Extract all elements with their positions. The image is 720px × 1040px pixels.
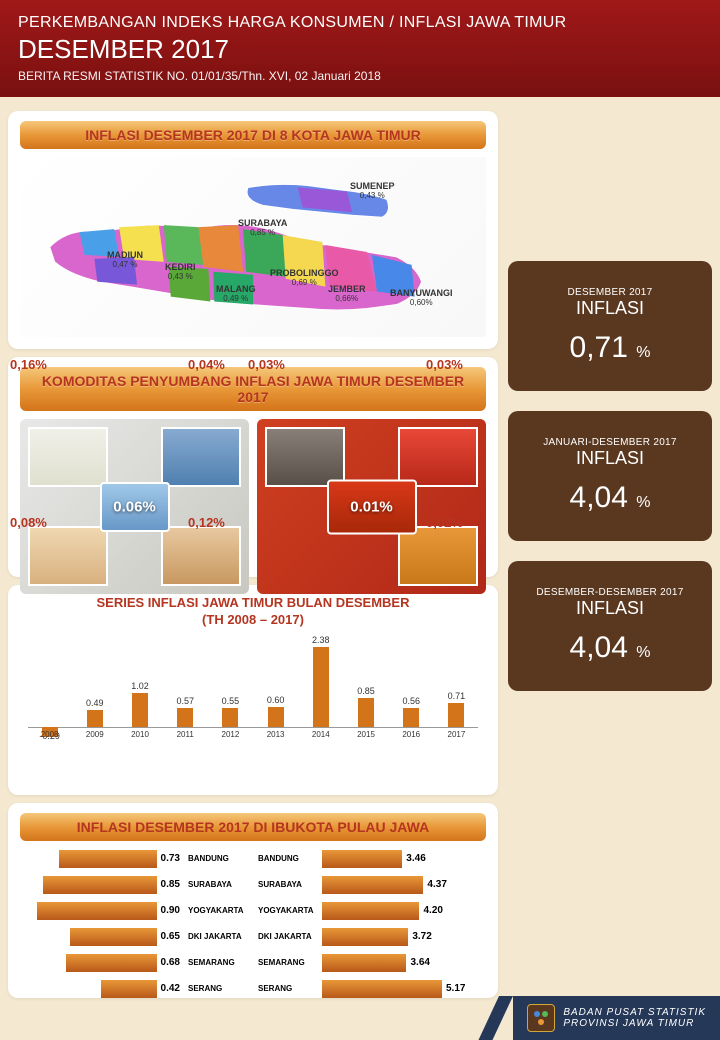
ibukota-row: SERANG0.42	[20, 977, 248, 1001]
bar-column: 0.492009	[79, 698, 110, 726]
map-city-label: MADIUN0,47 %	[107, 251, 143, 270]
map-city-label: KEDIRI0,43 %	[165, 263, 196, 282]
main-layout: INFLASI DESEMBER 2017 DI 8 KOTA JAWA TIM…	[0, 97, 720, 998]
komoditas-right: 0.01%	[257, 419, 486, 594]
ibukota-card: INFLASI DESEMBER 2017 DI IBUKOTA PULAU J…	[8, 803, 498, 998]
ibukota-rows: BANDUNG0.73SURABAYA0.85YOGYAKARTA0.90DKI…	[20, 847, 486, 1003]
series-card: SERIES INFLASI JAWA TIMUR BULAN DESEMBER…	[8, 585, 498, 795]
map-svg	[20, 157, 486, 337]
kom-pct: 0,04%	[188, 357, 225, 372]
left-column: INFLASI DESEMBER 2017 DI 8 KOTA JAWA TIM…	[8, 111, 498, 998]
kom-pct: 0,08%	[10, 515, 47, 530]
bar	[358, 698, 374, 727]
right-column: DESEMBER 2017INFLASI0,71 % JANUARI-DESEMB…	[508, 111, 712, 998]
kom-pct: 0,03%	[426, 357, 463, 372]
header-title-2: DESEMBER 2017	[18, 34, 702, 65]
ibukota-row: BANDUNG0.73	[20, 847, 248, 871]
ibukota-row: YOGYAKARTA4.20	[258, 899, 486, 923]
ibukota-left-col: BANDUNG0.73SURABAYA0.85YOGYAKARTA0.90DKI…	[20, 847, 248, 1003]
kom-pct: 0,02%	[426, 515, 463, 530]
bar	[87, 710, 103, 726]
bar	[177, 708, 193, 727]
ibukota-row: SEMARANG0.68	[20, 951, 248, 975]
map-card: INFLASI DESEMBER 2017 DI 8 KOTA JAWA TIM…	[8, 111, 498, 349]
komoditas-left: 0.06%	[20, 419, 249, 594]
footer-text: BADAN PUSAT STATISTIK PROVINSI JAWA TIMU…	[563, 1007, 706, 1029]
stat-box: DESEMBER 2017INFLASI0,71 %	[508, 261, 712, 391]
header-title-1: PERKEMBANGAN INDEKS HARGA KONSUMEN / INF…	[18, 14, 702, 32]
ibukota-row: DKI JAKARTA0.65	[20, 925, 248, 949]
bar-column: 1.022010	[124, 681, 155, 727]
bar-column: -0.292008	[34, 717, 65, 727]
stat-box: DESEMBER-DESEMBER 2017INFLASI4,04 %	[508, 561, 712, 691]
footer-banner: BADAN PUSAT STATISTIK PROVINSI JAWA TIMU…	[513, 996, 720, 1040]
ibukota-row: DKI JAKARTA3.72	[258, 925, 486, 949]
kom-pct: 0,16%	[10, 357, 47, 372]
bar-column: 0.572011	[170, 696, 201, 727]
series-chart: -0.292008 0.492009 1.022010 0.572011 0.55201…	[20, 633, 486, 783]
ibukota-row: SURABAYA0.85	[20, 873, 248, 897]
bps-logo-icon	[527, 1004, 555, 1032]
kom-pct: 0,12%	[188, 515, 225, 530]
bar-column: 0.602013	[260, 695, 291, 727]
komoditas-title: KOMODITAS PENYUMBANG INFLASI JAWA TIMUR …	[20, 367, 486, 411]
bar	[448, 703, 464, 727]
ibukota-row: YOGYAKARTA0.90	[20, 899, 248, 923]
kom-right-center: 0.01%	[350, 498, 393, 515]
bar-column: 2.382014	[305, 635, 336, 727]
kom-pct: 0,03%	[248, 357, 285, 372]
komoditas-grid: 0.06% 0.01% 0,16%0,04%0,08%0,12%0,03%0,0…	[20, 419, 486, 594]
map-title: INFLASI DESEMBER 2017 DI 8 KOTA JAWA TIM…	[20, 121, 486, 149]
bar	[403, 708, 419, 727]
ibukota-row: SERANG5.17	[258, 977, 486, 1001]
bar-column: 0.712017	[441, 691, 472, 727]
ibukota-row: BANDUNG3.46	[258, 847, 486, 871]
bar-column: 0.562016	[396, 696, 427, 727]
bar-column: 0.552012	[215, 696, 246, 726]
header-subtitle: BERITA RESMI STATISTIK NO. 01/01/35/Thn.…	[18, 69, 702, 83]
map-city-label: BANYUWANGI0,60%	[390, 289, 453, 308]
stat-box: JANUARI-DESEMBER 2017INFLASI4,04 %	[508, 411, 712, 541]
ibukota-row: SURABAYA4.37	[258, 873, 486, 897]
map-area: SUMENEP0,43 % SURABAYA0,85 % MADIUN0,47 % K…	[20, 157, 486, 337]
ibukota-title: INFLASI DESEMBER 2017 DI IBUKOTA PULAU J…	[20, 813, 486, 841]
bar	[313, 647, 329, 727]
kom-left-center: 0.06%	[113, 498, 156, 515]
bar	[268, 707, 284, 727]
bar-column: 0.852015	[350, 686, 381, 727]
map-city-label: JEMBER0,66%	[328, 285, 366, 304]
series-bars: -0.292008 0.492009 1.022010 0.572011 0.55201…	[28, 633, 478, 728]
ibukota-right-col: BANDUNG3.46SURABAYA4.37YOGYAKARTA4.20DKI…	[258, 847, 486, 1003]
bar	[222, 708, 238, 726]
map-city-label: MALANG0,49 %	[216, 285, 256, 304]
bar	[132, 693, 148, 727]
series-title: SERIES INFLASI JAWA TIMUR BULAN DESEMBER…	[20, 595, 486, 629]
komoditas-card: KOMODITAS PENYUMBANG INFLASI JAWA TIMUR …	[8, 357, 498, 577]
ibukota-row: SEMARANG3.64	[258, 951, 486, 975]
map-city-label: SURABAYA0,85 %	[238, 219, 287, 238]
map-city-label: SUMENEP0,43 %	[350, 182, 395, 201]
header-banner: PERKEMBANGAN INDEKS HARGA KONSUMEN / INF…	[0, 0, 720, 97]
